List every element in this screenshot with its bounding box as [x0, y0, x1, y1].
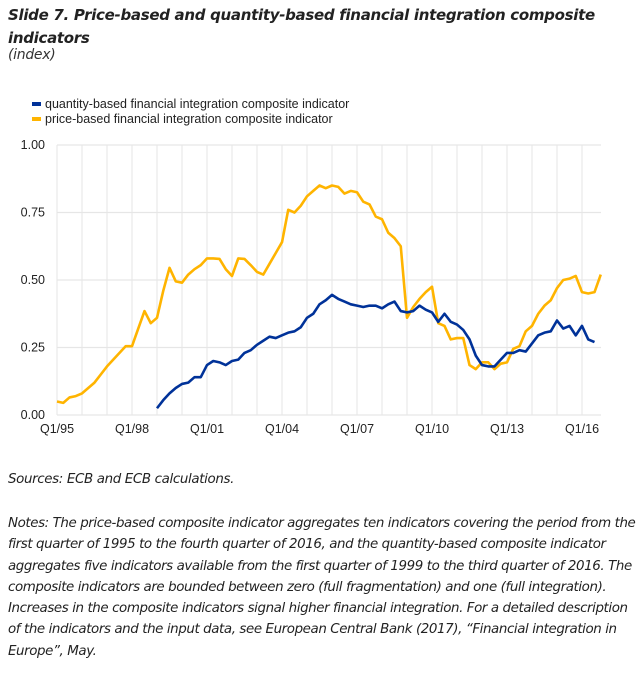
- x-tick-label: Q1/98: [115, 422, 149, 436]
- x-tick-label: Q1/16: [565, 422, 599, 436]
- x-tick-label: Q1/04: [265, 422, 299, 436]
- chart-subtitle: (index): [8, 47, 56, 63]
- series-lines: [56, 184, 602, 410]
- line-chart: 0.00 0.25 0.50 0.75 1.00 Q1/95 Q1/98 Q1/01 Q1/0…: [21, 138, 602, 436]
- x-tick-label: Q1/01: [190, 422, 224, 436]
- y-tick-label: 0.00: [21, 408, 45, 422]
- legend-item-price: price-based financial integration compos…: [32, 111, 349, 126]
- notes-text: Notes: The price-based composite indicat…: [8, 516, 636, 659]
- x-tick-label: Q1/13: [490, 422, 524, 436]
- y-tick-label: 0.75: [21, 206, 45, 220]
- legend-label-price: price-based financial integration compos…: [45, 111, 333, 126]
- y-tick-label: 0.50: [21, 273, 45, 287]
- legend-swatch-price-icon: [32, 116, 41, 121]
- y-tick-label: 0.25: [21, 341, 45, 355]
- legend: quantity-based financial integration com…: [32, 96, 349, 126]
- y-tick-label: 1.00: [21, 138, 45, 152]
- legend-label-quantity: quantity-based financial integration com…: [45, 96, 350, 111]
- legend-item-quantity: quantity-based financial integration com…: [32, 96, 349, 111]
- legend-swatch-quantity-icon: [32, 101, 41, 106]
- sources-note: Sources: ECB and ECB calculations.: [8, 472, 235, 487]
- y-axis: 0.00 0.25 0.50 0.75 1.00: [21, 138, 45, 422]
- grid-lines: [56, 144, 601, 416]
- x-tick-label: Q1/10: [415, 422, 449, 436]
- x-tick-label: Q1/07: [340, 422, 374, 436]
- x-axis: Q1/95 Q1/98 Q1/01 Q1/04 Q1/07 Q1/10 Q1/13 Q1/16: [40, 422, 599, 436]
- x-tick-label: Q1/95: [40, 422, 74, 436]
- series-line-quantity-based: [155, 293, 596, 410]
- series-line-price-based: [56, 184, 602, 405]
- chart-title: Slide 7. Price-based and quantity-based …: [8, 6, 595, 47]
